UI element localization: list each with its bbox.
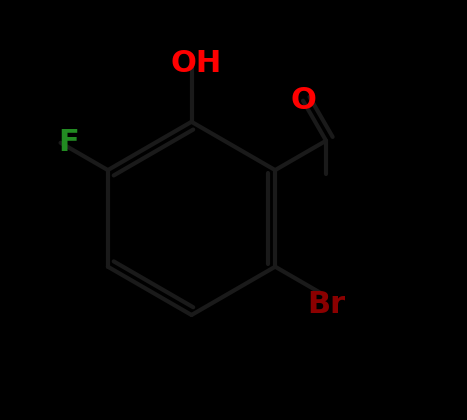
Text: O: O	[290, 86, 316, 115]
Text: F: F	[58, 128, 79, 158]
Text: OH: OH	[170, 48, 221, 78]
Text: Br: Br	[307, 290, 345, 319]
